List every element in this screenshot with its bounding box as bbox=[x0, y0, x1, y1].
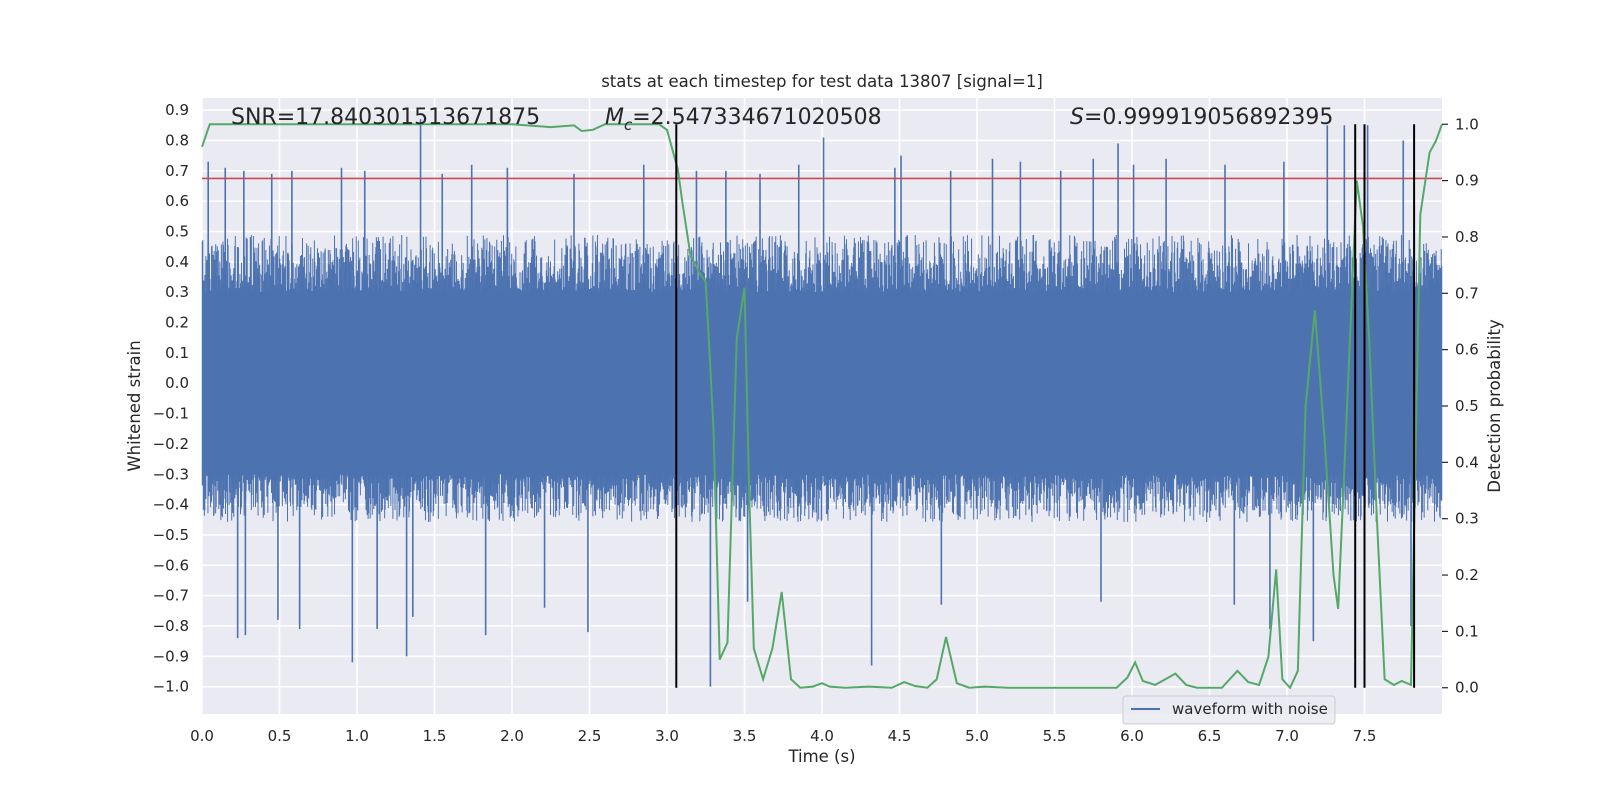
x-tick-label: 1.0 bbox=[345, 727, 369, 745]
y-tick-label: −0.2 bbox=[153, 435, 189, 453]
x-tick-label: 4.0 bbox=[810, 727, 834, 745]
y2-tick-label: 0.8 bbox=[1455, 228, 1479, 246]
y-tick-label: 0.8 bbox=[165, 131, 189, 149]
y2-tick-label: 0.7 bbox=[1455, 284, 1479, 302]
y2-tick-label: 0.1 bbox=[1455, 622, 1479, 640]
y-tick-label: −0.7 bbox=[153, 587, 189, 605]
legend-box bbox=[1122, 695, 1336, 725]
x-tick-labels: 0.0 0.5 1.0 1.5 2.0 2.5 3.0 3.5 4.0 4.5 5.0 5.5 6.0 6… bbox=[190, 727, 1376, 745]
significance-value: =0.999919056892395 bbox=[1084, 105, 1333, 130]
chirp-mass-symbol: M bbox=[605, 105, 624, 130]
waveform-noise bbox=[201, 234, 1443, 522]
snr-annotation: SNR=17.840301513671875 bbox=[231, 105, 540, 130]
y-tick-label: 0.3 bbox=[165, 283, 189, 301]
waveform-series bbox=[201, 119, 1443, 687]
significance-symbol: S bbox=[1070, 105, 1084, 130]
x-tick-label: 0.5 bbox=[268, 727, 292, 745]
y-tick-label: −0.4 bbox=[153, 496, 189, 514]
x-tick-label: 7.5 bbox=[1353, 727, 1377, 745]
x-tick-label: 6.0 bbox=[1120, 727, 1144, 745]
y2-tick-label: 0.3 bbox=[1455, 510, 1479, 528]
detection-probability-line bbox=[201, 123, 1443, 690]
x-tick-label: 2.5 bbox=[578, 727, 602, 745]
y-tick-label: 0.4 bbox=[165, 253, 189, 271]
x-tick-label: 3.5 bbox=[733, 727, 757, 745]
y-axis-label: Whitened strain bbox=[125, 340, 144, 471]
x-axis-label: Time (s) bbox=[787, 747, 855, 766]
y-tick-label: −0.6 bbox=[153, 556, 189, 574]
x-tick-label: 1.5 bbox=[423, 727, 447, 745]
y2-tick-label: 0.9 bbox=[1455, 172, 1479, 190]
x-tick-label: 2.0 bbox=[500, 727, 524, 745]
significance-annotation: S=0.999919056892395 bbox=[1070, 105, 1333, 130]
y-tick-label: 0.6 bbox=[165, 192, 189, 210]
y-tick-label: −0.3 bbox=[153, 465, 189, 483]
y2-tick-label: 0.0 bbox=[1455, 679, 1479, 697]
y-tick-label: 0.1 bbox=[165, 344, 189, 362]
x-tick-label: 5.0 bbox=[965, 727, 989, 745]
vertical-markers bbox=[675, 124, 1416, 688]
y-tick-label: −0.9 bbox=[153, 647, 189, 665]
y2-tick-label: 0.6 bbox=[1455, 341, 1479, 359]
y-tick-label: −0.8 bbox=[153, 617, 189, 635]
chirp-mass-annotation: Mc=2.547334671020508 bbox=[605, 105, 882, 134]
y-tick-label: −0.5 bbox=[153, 526, 189, 544]
legend: waveform with noise bbox=[1122, 695, 1336, 725]
x-tick-label: 4.5 bbox=[888, 727, 912, 745]
y-tick-label: 0.2 bbox=[165, 314, 189, 332]
y-tick-label: 0.5 bbox=[165, 223, 189, 241]
y-tick-label: −1.0 bbox=[153, 678, 189, 696]
chirp-mass-subscript: c bbox=[624, 116, 633, 134]
x-tick-label: 7.0 bbox=[1275, 727, 1299, 745]
x-tick-label: 0.0 bbox=[190, 727, 214, 745]
y2-tick-labels: 1.0 0.9 0.8 0.7 0.6 0.5 0.4 0.3 0.2 0.1 0.0 bbox=[1442, 115, 1479, 697]
y2-tick-label: 0.2 bbox=[1455, 566, 1479, 584]
x-tick-label: 5.5 bbox=[1043, 727, 1067, 745]
y2-tick-label: 1.0 bbox=[1455, 115, 1479, 133]
x-tick-label: 3.0 bbox=[655, 727, 679, 745]
legend-label-waveform: waveform with noise bbox=[1172, 700, 1328, 718]
y2-tick-label: 0.4 bbox=[1455, 453, 1479, 471]
chart-title: stats at each timestep for test data 138… bbox=[601, 72, 1043, 91]
y-tick-label: 0.9 bbox=[165, 101, 189, 119]
x-tick-label: 6.5 bbox=[1198, 727, 1222, 745]
y2-tick-label: 0.5 bbox=[1455, 397, 1479, 415]
y-tick-labels: 0.9 0.8 0.7 0.6 0.5 0.4 0.3 0.2 0.1 0.0 −0.1 −0.2 −0… bbox=[153, 101, 189, 696]
y-tick-label: 0.0 bbox=[165, 374, 189, 392]
y-tick-label: 0.7 bbox=[165, 162, 189, 180]
y2-axis-label: Detection probability bbox=[1485, 319, 1504, 493]
chirp-mass-value: =2.547334671020508 bbox=[632, 105, 881, 130]
y-tick-label: −0.1 bbox=[153, 405, 189, 423]
